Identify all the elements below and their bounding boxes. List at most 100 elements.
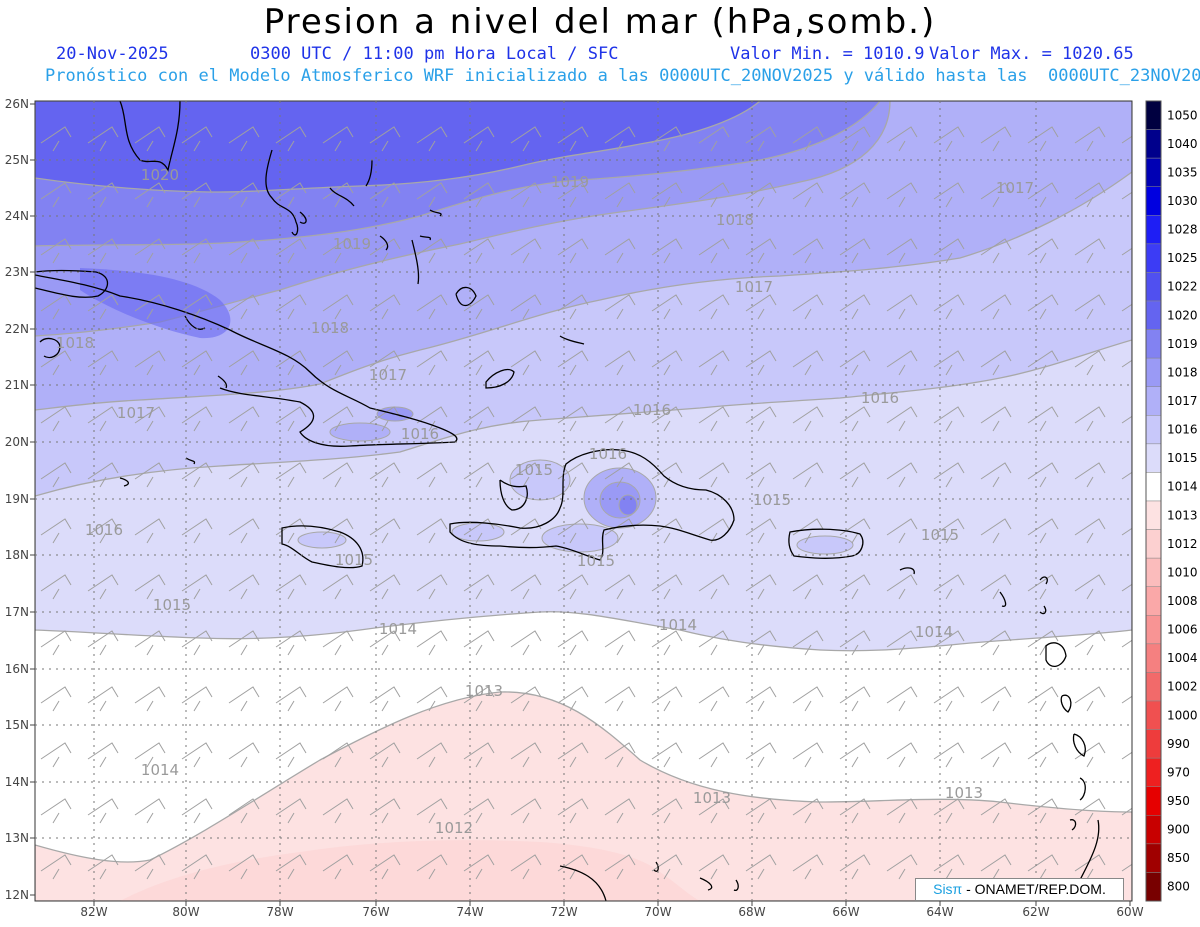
legend-label: 1004 xyxy=(1167,651,1198,665)
legend-swatch xyxy=(1145,272,1162,302)
legend-swatch xyxy=(1145,815,1162,845)
legend-swatch xyxy=(1145,586,1162,616)
lat-label: 26N xyxy=(5,97,29,111)
lon-label: 62W xyxy=(1022,905,1049,919)
credit-box: Sisπ - ONAMET/REP.DOM. xyxy=(915,878,1124,901)
legend-swatch xyxy=(1145,100,1162,130)
contour-label: 1016 xyxy=(861,389,899,407)
credit-text: - ONAMET/REP.DOM. xyxy=(962,881,1106,897)
lat-label: 14N xyxy=(5,775,29,789)
legend-label: 1016 xyxy=(1167,423,1198,437)
lon-label: 76W xyxy=(362,905,389,919)
contour-label: 1018 xyxy=(311,319,349,337)
legend-swatch xyxy=(1145,357,1162,387)
latitude-labels: 26N 25N 24N 23N 22N 21N 20N 19N 18N 17N 16N 15N 14N 1… xyxy=(5,97,35,902)
lat-label: 24N xyxy=(5,209,29,223)
max-value: Valor Max. = 1020.65 xyxy=(929,44,1134,64)
legend-label: 1020 xyxy=(1167,308,1198,322)
contour-label: 1017 xyxy=(369,366,407,384)
legend-swatch xyxy=(1145,386,1162,416)
legend-label: 1017 xyxy=(1167,394,1198,408)
lon-label: 70W xyxy=(644,905,671,919)
lat-label: 19N xyxy=(5,492,29,506)
contour-label: 1017 xyxy=(996,179,1034,197)
lon-label: 64W xyxy=(926,905,953,919)
legend-swatch xyxy=(1145,243,1162,273)
legend-frame xyxy=(1145,100,1162,902)
contour-label: 1014 xyxy=(659,616,697,634)
legend-label: 1008 xyxy=(1167,594,1198,608)
contour-label: 1014 xyxy=(379,620,417,638)
legend-swatch xyxy=(1145,672,1162,702)
contour-label: 1013 xyxy=(945,784,983,802)
legend-swatch xyxy=(1145,415,1162,445)
lat-label: 12N xyxy=(5,888,29,902)
contour-label: 1012 xyxy=(435,819,473,837)
legend-label: 800 xyxy=(1167,880,1190,894)
contour-label: 1016 xyxy=(85,521,123,539)
legend-label: 1012 xyxy=(1167,537,1198,551)
lat-label: 23N xyxy=(5,265,29,279)
lon-label: 78W xyxy=(266,905,293,919)
legend-swatch xyxy=(1145,872,1162,902)
contour-labels: 1020 1019 1019 1018 1017 1018 1018 1017 1017 1017… xyxy=(56,166,1034,837)
legend-label: 1015 xyxy=(1167,451,1198,465)
legend-swatch xyxy=(1145,615,1162,645)
model-info: Pronóstico con el Modelo Atmosferico WRF… xyxy=(45,66,1200,86)
legend-label: 1013 xyxy=(1167,508,1198,522)
lon-label: 66W xyxy=(832,905,859,919)
min-value: Valor Min. = 1010.9 xyxy=(730,44,925,64)
legend-label: 1006 xyxy=(1167,623,1198,637)
contour-label: 1013 xyxy=(693,789,731,807)
lat-label: 15N xyxy=(5,718,29,732)
legend-label: 1022 xyxy=(1167,280,1198,294)
lon-label: 80W xyxy=(172,905,199,919)
legend-label: 1035 xyxy=(1167,165,1198,179)
credit-brand: Sisπ xyxy=(933,881,963,897)
longitude-labels: 82W 80W 78W 76W 74W 72W 70W 68W 66W 64W 62W 60W xyxy=(80,901,1144,919)
color-legend: 1050 1040 1035 1030 1028 1025 1022 1020 1019 1018… xyxy=(1145,100,1198,902)
legend-label: 1025 xyxy=(1167,251,1198,265)
contour-label: 1015 xyxy=(153,596,191,614)
lat-label: 22N xyxy=(5,322,29,336)
legend-label: 1028 xyxy=(1167,223,1198,237)
map-frame xyxy=(34,100,1133,902)
contour-label: 1020 xyxy=(141,166,179,184)
contour-label: 1017 xyxy=(735,278,773,296)
contour-label: 1015 xyxy=(515,461,553,479)
contour-label: 1016 xyxy=(589,445,627,463)
lat-label: 17N xyxy=(5,605,29,619)
lat-label: 25N xyxy=(5,153,29,167)
legend-label: 1018 xyxy=(1167,365,1198,379)
forecast-date: 20-Nov-2025 xyxy=(56,44,169,64)
legend-label: 850 xyxy=(1167,851,1190,865)
legend-swatch xyxy=(1145,500,1162,530)
legend-swatch xyxy=(1145,557,1162,587)
contour-label: 1015 xyxy=(335,551,373,569)
legend-swatch xyxy=(1145,215,1162,245)
lat-label: 18N xyxy=(5,548,29,562)
lon-label: 60W xyxy=(1116,905,1143,919)
legend-label: 1000 xyxy=(1167,708,1198,722)
legend-swatch xyxy=(1145,729,1162,759)
contour-label: 1019 xyxy=(551,173,589,191)
lat-label: 16N xyxy=(5,662,29,676)
lon-label: 82W xyxy=(80,905,107,919)
legend-swatch xyxy=(1145,843,1162,873)
lon-label: 68W xyxy=(738,905,765,919)
lon-label: 74W xyxy=(456,905,483,919)
legend-swatch xyxy=(1145,643,1162,673)
legend-swatch xyxy=(1145,786,1162,816)
lat-label: 20N xyxy=(5,435,29,449)
legend-label: 1030 xyxy=(1167,194,1198,208)
map-title: Presion a nivel del mar (hPa,somb.) xyxy=(263,2,937,42)
forecast-time: 0300 UTC / 11:00 pm Hora Local / SFC xyxy=(250,44,619,64)
contour-label: 1019 xyxy=(333,235,371,253)
contour-label: 1015 xyxy=(753,491,791,509)
legend-swatch xyxy=(1145,757,1162,787)
legend-swatch xyxy=(1145,329,1162,359)
contour-label: 1015 xyxy=(577,552,615,570)
coastlines xyxy=(35,101,1100,901)
legend-label: 1050 xyxy=(1167,108,1198,122)
